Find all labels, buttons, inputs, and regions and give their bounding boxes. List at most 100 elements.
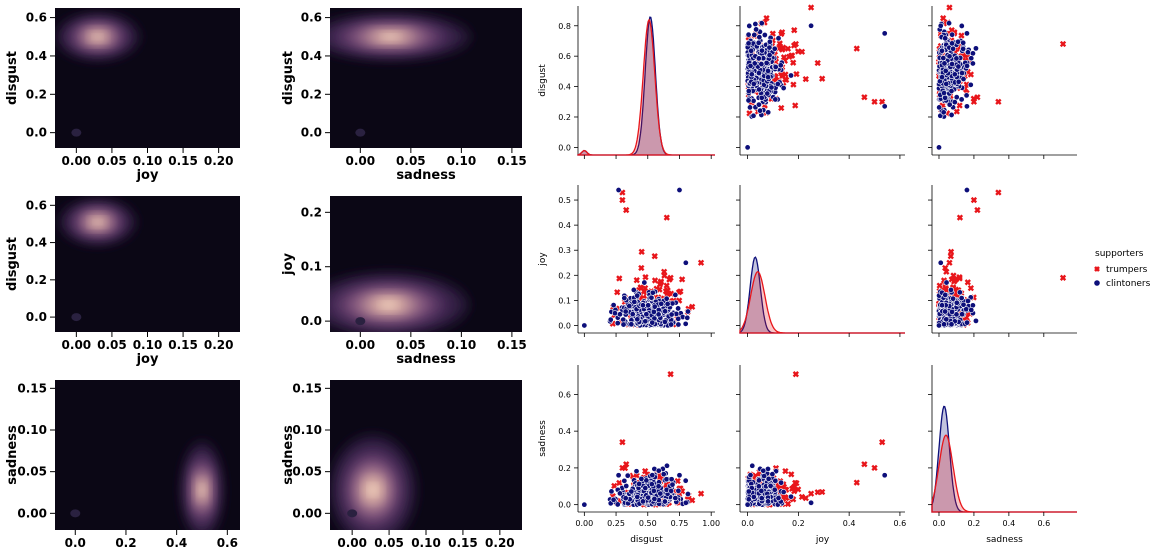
point-trumpers — [783, 76, 790, 84]
point-clintoners — [941, 60, 948, 67]
point-clintoners — [772, 96, 779, 103]
kde-panel-6: 0.000.050.100.150.200.000.050.100.15joys… — [281, 380, 522, 551]
point-clintoners — [752, 21, 759, 28]
point-clintoners — [663, 295, 670, 302]
point-trumpers — [642, 274, 649, 281]
point-clintoners — [675, 315, 682, 322]
x-axis-label: disgust — [630, 535, 663, 545]
point-trumpers — [689, 303, 696, 310]
point-clintoners — [643, 311, 650, 318]
point-clintoners — [621, 477, 628, 484]
point-trumpers — [623, 461, 630, 468]
y-tick-label: 0.1 — [558, 296, 571, 305]
point-trumpers — [616, 479, 623, 487]
point-clintoners — [964, 62, 971, 69]
kde-density — [56, 14, 139, 137]
pair-cell-joy-vs-joy — [736, 185, 905, 337]
point-trumpers — [791, 27, 798, 34]
y-axis-label: sadness — [281, 425, 296, 485]
point-clintoners — [675, 305, 682, 312]
point-clintoners — [953, 299, 960, 306]
x-tick-label: 0.15 — [168, 154, 198, 168]
point-trumpers — [974, 206, 981, 214]
x-tick-label: 0.0 — [65, 536, 86, 550]
point-clintoners — [684, 491, 691, 498]
point-trumpers — [942, 264, 949, 272]
point-clintoners — [660, 471, 667, 478]
x-tick-label: 0.15 — [497, 154, 527, 168]
point-clintoners — [960, 76, 967, 83]
point-clintoners — [953, 55, 960, 62]
point-clintoners — [634, 292, 641, 299]
point-trumpers — [953, 108, 960, 115]
point-trumpers — [778, 104, 785, 112]
point-trumpers — [619, 439, 626, 446]
point-clintoners — [943, 279, 950, 286]
point-clintoners — [658, 300, 665, 307]
point-clintoners — [745, 488, 752, 495]
x-tick-label: 0.05 — [97, 154, 127, 168]
x-tick-label: 0.20 — [204, 154, 234, 168]
point-trumpers — [623, 206, 630, 214]
x-tick-label: 0.0 — [933, 519, 946, 528]
point-clintoners — [949, 61, 956, 68]
point-clintoners — [755, 477, 762, 484]
y-axis-label: joy — [281, 253, 296, 276]
y-tick-label: 0.4 — [26, 49, 47, 63]
point-trumpers — [667, 274, 674, 281]
y-tick-label: 0.15 — [17, 381, 47, 395]
point-clintoners — [662, 308, 669, 315]
pair-cell-disgust-vs-disgust: 0.0 0.2 0.4 0.6 0.8 disgust — [538, 6, 715, 159]
point-clintoners — [765, 498, 772, 505]
point-clintoners — [768, 84, 775, 91]
y-axis-label: joy — [538, 252, 548, 267]
pair-cell-joy-vs-disgust: 0.0 0.1 0.2 0.3 0.4 0.5 joy — [538, 185, 715, 337]
point-clintoners — [682, 499, 689, 506]
x-axis-label: sadness — [986, 535, 1023, 545]
point-clintoners — [669, 481, 676, 488]
point-trumpers — [950, 272, 957, 279]
kde-contour — [382, 302, 395, 308]
point-clintoners — [808, 22, 815, 29]
point-clintoners — [939, 74, 946, 81]
point-trumpers — [677, 288, 684, 295]
point-trumpers — [651, 253, 658, 260]
point-clintoners — [947, 286, 954, 293]
point-clintoners — [963, 30, 970, 37]
point-trumpers — [656, 281, 664, 288]
point-clintoners — [631, 298, 638, 305]
point-clintoners — [581, 501, 588, 508]
point-clintoners — [746, 22, 753, 29]
point-trumpers — [763, 15, 770, 22]
point-trumpers — [794, 48, 802, 55]
point-clintoners — [751, 31, 758, 38]
kde-contour — [384, 35, 397, 39]
point-trumpers — [802, 75, 809, 83]
point-clintoners — [958, 295, 965, 302]
point-trumpers — [936, 282, 943, 289]
point-clintoners — [622, 495, 629, 502]
y-tick-label: 0.4 — [558, 83, 571, 92]
point-clintoners — [638, 475, 645, 482]
point-trumpers — [792, 102, 799, 109]
point-clintoners — [661, 498, 668, 505]
point-clintoners — [953, 94, 960, 101]
x-tick-label: 0.6 — [1037, 519, 1050, 528]
point-clintoners — [668, 311, 675, 318]
point-trumpers — [611, 482, 618, 490]
point-clintoners — [766, 38, 773, 45]
point-clintoners — [748, 47, 755, 54]
point-clintoners — [940, 109, 947, 116]
point-trumpers — [946, 4, 953, 11]
kde-panel-4: 0.00 0.05 0.10 0.15 0.0 0.1 0.2 sadness joy — [281, 196, 527, 367]
y-tick-label: 0.05 — [292, 465, 322, 479]
point-clintoners — [968, 306, 975, 313]
point-trumpers — [616, 275, 623, 282]
point-clintoners — [937, 259, 944, 266]
y-tick-label: 0.2 — [301, 205, 322, 219]
point-clintoners — [663, 476, 670, 483]
point-trumpers — [788, 471, 795, 478]
point-clintoners — [622, 308, 629, 315]
x-tick-label: 0.2 — [115, 536, 136, 550]
point-clintoners — [650, 487, 657, 494]
